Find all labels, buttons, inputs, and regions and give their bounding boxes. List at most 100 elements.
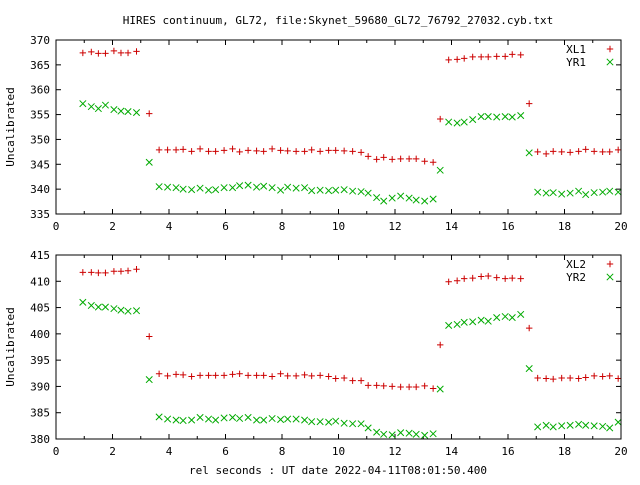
- data-point-xl1: [172, 146, 180, 154]
- data-point-xl1: [534, 148, 541, 156]
- data-point-xl1: [493, 53, 500, 60]
- data-point-yr1: [229, 184, 237, 192]
- data-point-yr1: [388, 194, 396, 202]
- data-point-yr1: [308, 187, 316, 195]
- data-point-xl2: [453, 277, 461, 284]
- data-point-yr1: [268, 184, 276, 192]
- data-point-xl2: [253, 372, 260, 379]
- x-tick-label: 12: [388, 445, 401, 458]
- data-point-xl2: [445, 278, 452, 286]
- data-point-xl1: [110, 47, 118, 55]
- data-point-yr1: [212, 186, 220, 194]
- data-point-xl1: [117, 49, 125, 57]
- data-point-xl1: [550, 148, 557, 155]
- data-point-yr1: [484, 113, 492, 121]
- data-point-yr1: [316, 186, 324, 194]
- series-xl1: [79, 47, 622, 166]
- data-point-yr1: [508, 113, 516, 121]
- data-point-xl2: [412, 383, 420, 391]
- data-point-xl2: [212, 372, 219, 379]
- data-point-yr1: [436, 166, 444, 174]
- data-point-yr2: [212, 416, 220, 424]
- data-point-yr2: [164, 415, 172, 423]
- data-point-yr2: [405, 429, 413, 437]
- data-point-xl2: [575, 375, 582, 382]
- data-point-yr2: [590, 422, 598, 430]
- data-point-xl1: [445, 56, 452, 64]
- data-point-xl1: [292, 148, 300, 155]
- data-point-yr2: [349, 420, 357, 428]
- y-tick-label: 370: [30, 34, 50, 47]
- data-point-xl1: [220, 147, 228, 154]
- data-point-yr1: [196, 184, 204, 192]
- data-point-xl2: [95, 269, 102, 277]
- data-point-yr1: [405, 194, 413, 202]
- data-point-yr2: [542, 421, 550, 429]
- data-point-xl1: [453, 56, 461, 63]
- data-point-yr1: [101, 101, 109, 109]
- data-point-yr2: [429, 430, 437, 438]
- data-point-yr2: [412, 430, 420, 438]
- y-tick-label: 410: [30, 275, 50, 288]
- data-point-xl1: [461, 55, 468, 62]
- x-tick-label: 8: [279, 445, 286, 458]
- data-point-xl1: [469, 53, 476, 61]
- plot-frame: [55, 39, 622, 215]
- data-point-xl1: [485, 53, 492, 61]
- data-point-xl1: [284, 147, 291, 155]
- data-point-xl1: [102, 50, 109, 57]
- data-point-yr1: [453, 119, 461, 127]
- data-point-yr2: [436, 385, 444, 393]
- data-point-yr2: [196, 413, 204, 421]
- data-point-xl1: [397, 155, 404, 163]
- data-point-yr2: [260, 416, 268, 424]
- data-point-xl2: [469, 274, 476, 282]
- data-point-xl1: [429, 159, 437, 166]
- data-point-yr2: [357, 420, 365, 428]
- data-point-xl2: [179, 371, 187, 379]
- data-point-xl2: [155, 370, 163, 378]
- y-tick-label: 360: [30, 84, 50, 97]
- data-point-yr2: [373, 428, 381, 436]
- data-point-xl1: [244, 147, 252, 154]
- data-point-yr2: [453, 320, 461, 328]
- data-point-yr1: [542, 189, 550, 197]
- data-point-xl1: [332, 147, 339, 154]
- data-point-xl1: [268, 145, 276, 153]
- data-point-xl1: [364, 153, 372, 160]
- data-point-yr2: [179, 417, 187, 425]
- data-point-yr2: [517, 310, 525, 318]
- data-point-yr2: [220, 414, 228, 422]
- data-point-yr1: [517, 112, 525, 120]
- data-point-xl1: [421, 158, 428, 165]
- data-point-yr1: [155, 183, 163, 191]
- legend-marker-yr1: [606, 58, 614, 66]
- data-point-xl2: [501, 275, 509, 282]
- data-point-xl1: [301, 148, 308, 155]
- data-point-yr2: [549, 423, 557, 431]
- data-point-yr1: [477, 113, 485, 121]
- data-point-yr2: [94, 303, 102, 311]
- data-point-yr2: [188, 416, 196, 424]
- data-point-xl1: [164, 146, 171, 154]
- data-point-xl2: [268, 373, 276, 380]
- data-point-yr1: [110, 106, 118, 114]
- data-point-xl1: [340, 147, 348, 155]
- data-point-xl2: [614, 375, 622, 382]
- y-tick-label: 345: [30, 158, 50, 171]
- data-point-xl1: [566, 149, 574, 156]
- data-point-xl2: [421, 382, 428, 390]
- data-point-yr2: [124, 307, 132, 315]
- y-tick-label: 395: [30, 354, 50, 367]
- data-point-yr2: [445, 321, 453, 329]
- y-tick-label: 415: [30, 249, 50, 262]
- data-point-yr1: [117, 107, 125, 115]
- x-axis-label: rel seconds : UT date 2022-04-11T08:01:5…: [189, 464, 487, 477]
- data-point-yr2: [244, 413, 252, 421]
- data-point-xl2: [236, 370, 243, 378]
- y-tick-label: 365: [30, 59, 50, 72]
- data-point-xl2: [606, 372, 613, 380]
- data-point-xl2: [461, 275, 468, 282]
- data-point-yr2: [101, 303, 109, 311]
- x-tick-label: 6: [222, 445, 229, 458]
